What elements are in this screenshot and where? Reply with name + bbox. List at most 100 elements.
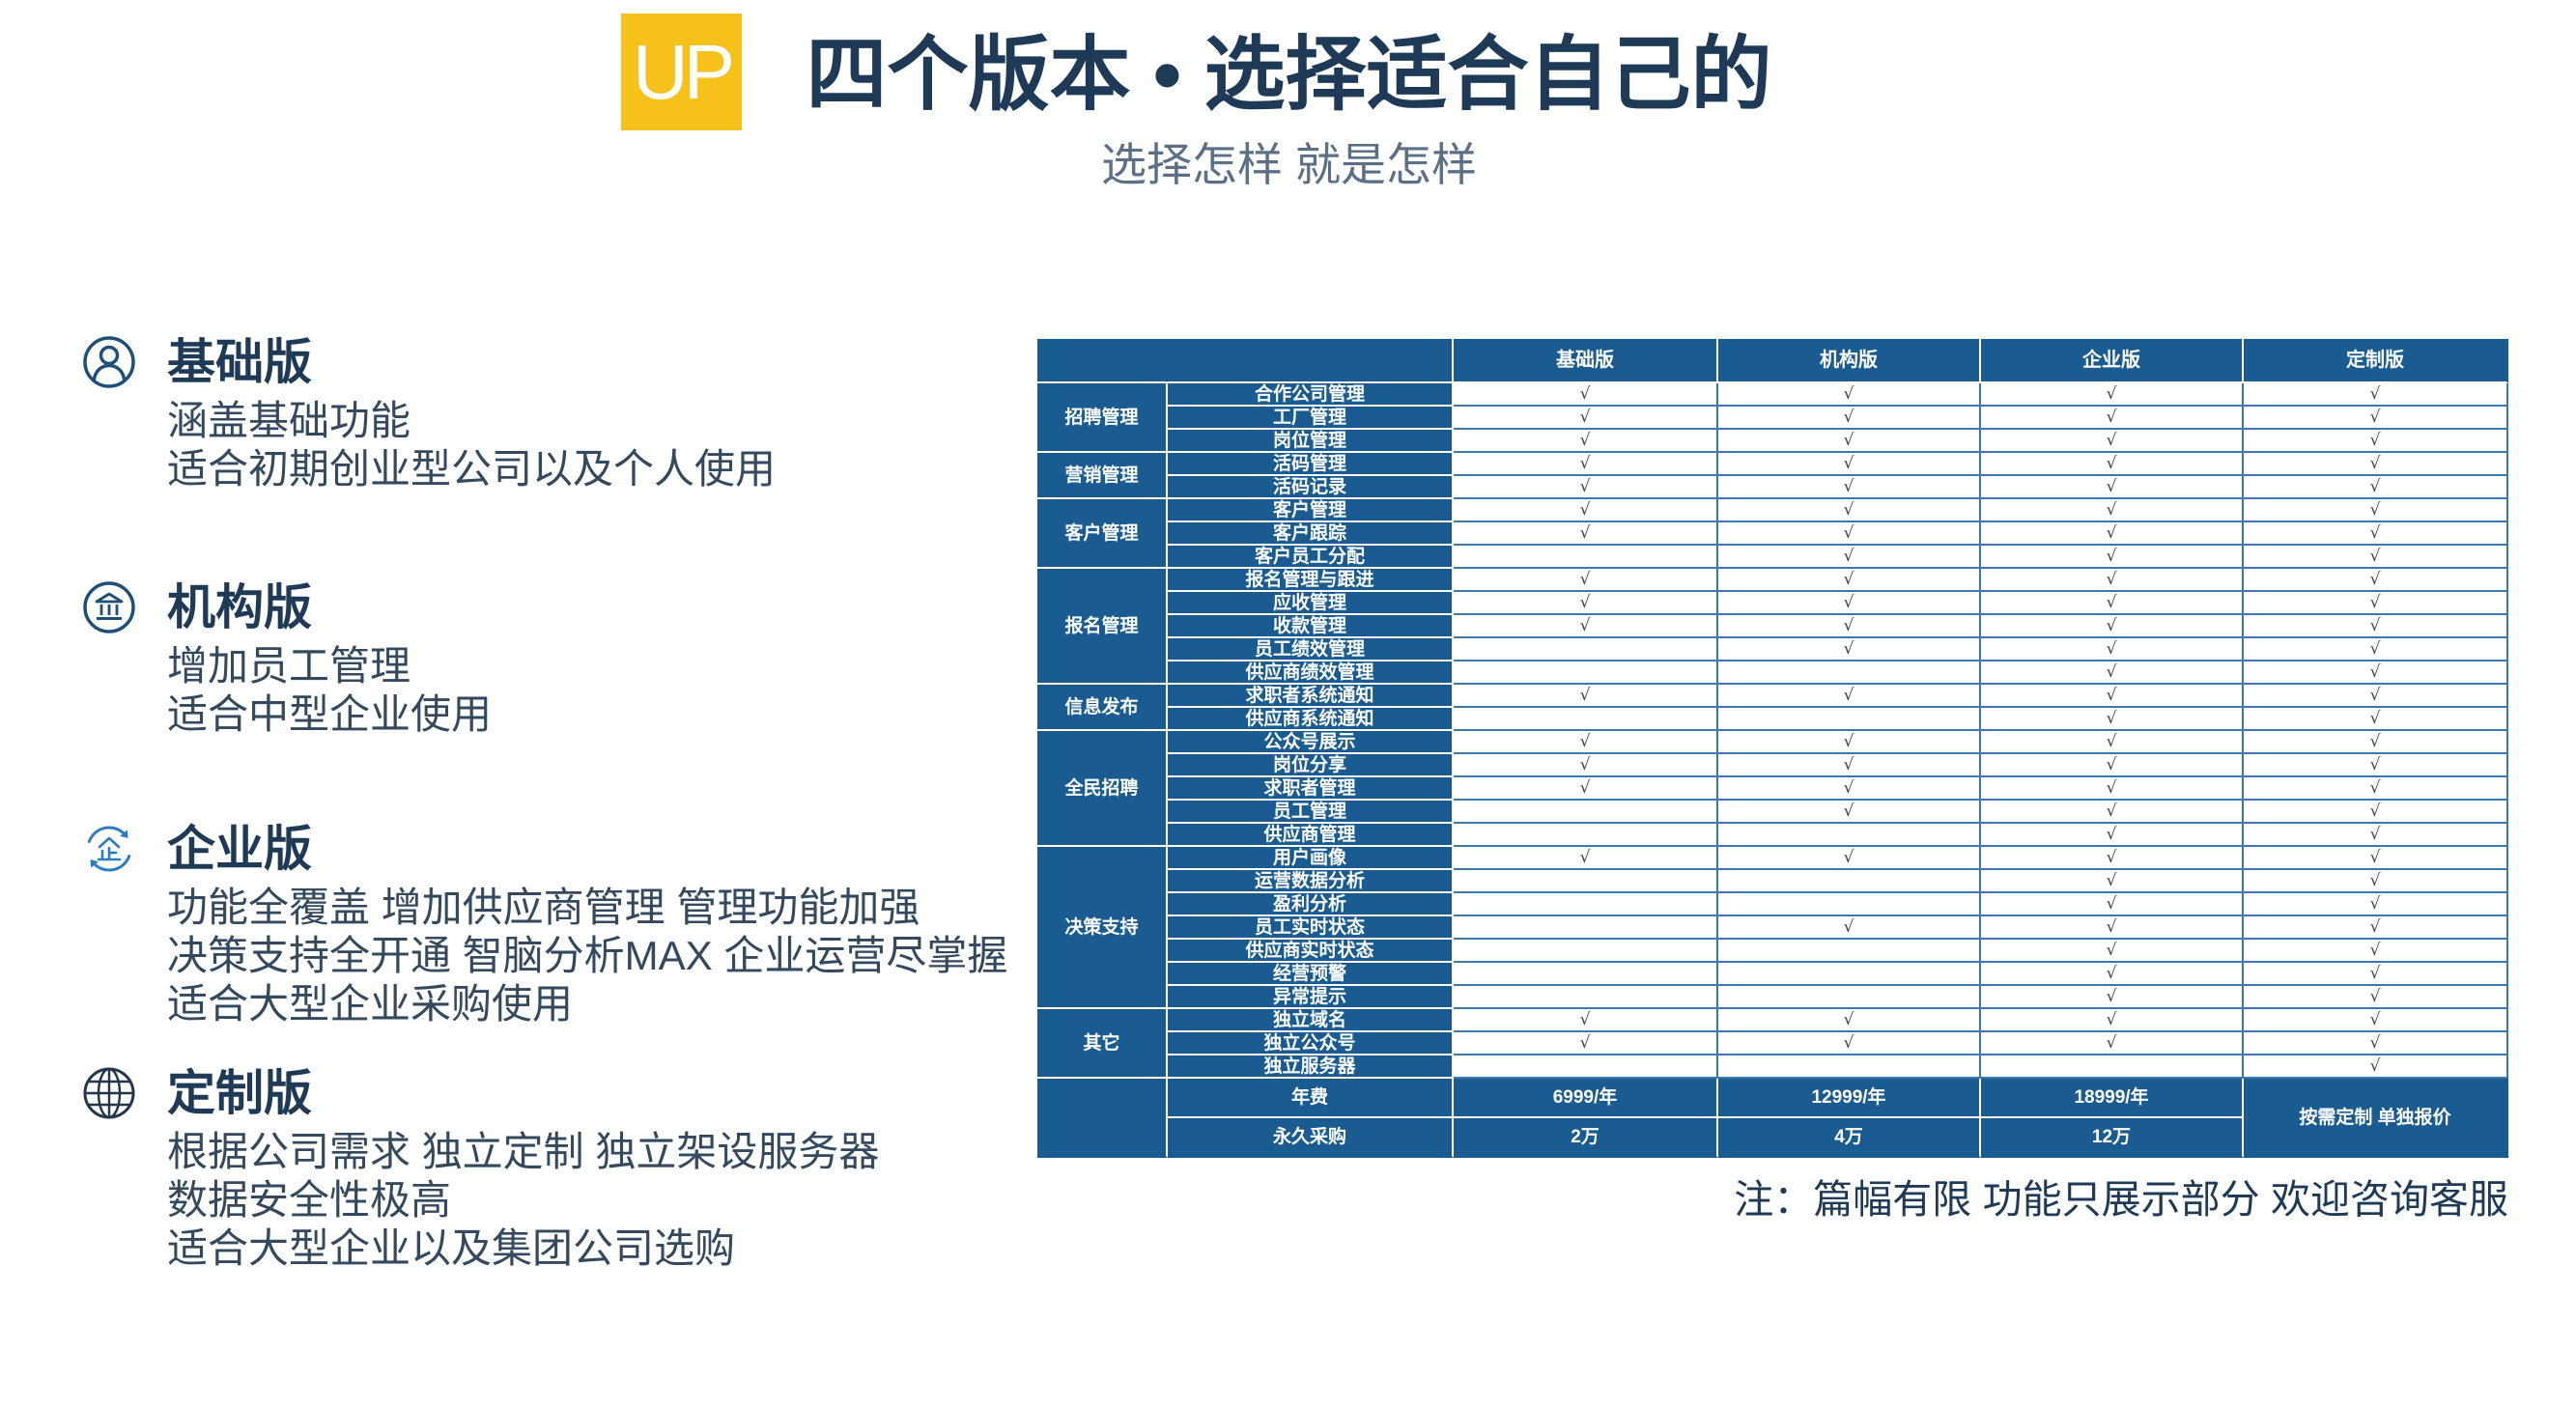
feature-name-cell: 经营预警 xyxy=(1168,963,1454,986)
check-mark-cell: √ xyxy=(1454,685,1718,708)
check-mark-cell: √ xyxy=(1454,407,1718,430)
check-mark-cell: √ xyxy=(1981,1032,2244,1055)
check-mark-cell: √ xyxy=(2244,685,2508,708)
check-mark-cell: √ xyxy=(1981,986,2244,1009)
globe-icon xyxy=(82,1066,136,1120)
empty-cell xyxy=(1454,963,1718,986)
edition-header: 机构版 xyxy=(1718,339,1981,383)
check-mark-cell: √ xyxy=(2244,847,2508,870)
feature-name-cell: 工厂管理 xyxy=(1168,407,1454,430)
check-mark-cell: √ xyxy=(1454,1009,1718,1032)
description-line: 适合大型企业采购使用 xyxy=(167,981,574,1027)
check-mark-cell: √ xyxy=(1718,731,1981,754)
check-mark-cell: √ xyxy=(2244,546,2508,569)
perpetual-purchase-value: 2万 xyxy=(1454,1118,1718,1158)
check-mark-cell: √ xyxy=(1981,407,2244,430)
empty-cell xyxy=(1718,1055,1981,1079)
description-line: 决策支持全开通 智脑分析MAX 企业运营尽掌握 xyxy=(167,933,1008,978)
check-mark-cell: √ xyxy=(1981,870,2244,893)
check-mark-cell: √ xyxy=(1981,430,2244,453)
check-mark-cell: √ xyxy=(1718,1032,1981,1055)
check-mark-cell: √ xyxy=(1981,569,2244,592)
check-mark-cell: √ xyxy=(2244,708,2508,731)
category-cell: 客户管理 xyxy=(1037,499,1168,569)
table-footnote: 注：篇幅有限 功能只展示部分 欢迎咨询客服 xyxy=(1734,1177,2508,1222)
check-mark-cell: √ xyxy=(2244,430,2508,453)
version-description: 增加员工管理 适合中型企业使用 xyxy=(167,642,492,739)
institution-icon xyxy=(82,580,136,634)
check-mark-cell: √ xyxy=(2244,615,2508,638)
empty-cell xyxy=(1718,708,1981,731)
check-mark-cell: √ xyxy=(2244,754,2508,777)
check-mark-cell: √ xyxy=(1981,801,2244,824)
check-mark-cell: √ xyxy=(1454,569,1718,592)
check-mark-cell: √ xyxy=(1981,383,2244,407)
version-description: 涵盖基础功能 适合初期创业型公司以及个人使用 xyxy=(167,397,776,493)
feature-name-cell: 活码管理 xyxy=(1168,453,1454,476)
check-mark-cell: √ xyxy=(2244,476,2508,499)
version-description: 根据公司需求 独立定制 独立架设服务器 数据安全性极高 适合大型企业以及集团公司… xyxy=(167,1128,879,1273)
check-mark-cell: √ xyxy=(2244,893,2508,916)
empty-cell xyxy=(1718,963,1981,986)
feature-name-cell: 员工管理 xyxy=(1168,801,1454,824)
check-mark-cell: √ xyxy=(2244,592,2508,615)
empty-cell xyxy=(1454,986,1718,1009)
check-mark-cell: √ xyxy=(1981,476,2244,499)
empty-cell xyxy=(1454,546,1718,569)
check-mark-cell: √ xyxy=(1718,569,1981,592)
empty-cell xyxy=(1454,893,1718,916)
check-mark-cell: √ xyxy=(1454,476,1718,499)
check-mark-cell: √ xyxy=(2244,638,2508,661)
check-mark-cell: √ xyxy=(1454,453,1718,476)
feature-name-cell: 活码记录 xyxy=(1168,476,1454,499)
feature-comparison-table: 基础版 机构版 企业版 定制版 招聘管理 合作公司管理 √ √ √ √ 工厂管理 √ √ √ √ 岗位管理 √ √… xyxy=(1037,339,2508,1158)
category-cell: 信息发布 xyxy=(1037,685,1168,731)
feature-name-cell: 用户画像 xyxy=(1168,847,1454,870)
check-mark-cell: √ xyxy=(2244,777,2508,801)
check-mark-cell: √ xyxy=(1981,824,2244,847)
check-mark-cell: √ xyxy=(1454,383,1718,407)
check-mark-cell: √ xyxy=(2244,383,2508,407)
check-mark-cell: √ xyxy=(1981,661,2244,685)
check-mark-cell: √ xyxy=(1981,638,2244,661)
description-line: 根据公司需求 独立定制 独立架设服务器 xyxy=(167,1129,880,1174)
check-mark-cell: √ xyxy=(2244,1009,2508,1032)
up-logo: UP xyxy=(621,14,742,130)
feature-name-cell: 供应商系统通知 xyxy=(1168,708,1454,731)
empty-cell xyxy=(1454,638,1718,661)
check-mark-cell: √ xyxy=(2244,940,2508,963)
check-mark-cell: √ xyxy=(1981,453,2244,476)
empty-cell xyxy=(1454,824,1718,847)
slide-title: 四个版本 • 选择适合自己的 xyxy=(806,29,1772,120)
description-line: 数据安全性极高 xyxy=(167,1177,452,1223)
check-mark-cell: √ xyxy=(1454,430,1718,453)
annual-fee-label: 年费 xyxy=(1168,1079,1454,1118)
check-mark-cell: √ xyxy=(1981,708,2244,731)
empty-cell xyxy=(1718,824,1981,847)
check-mark-cell: √ xyxy=(2244,522,2508,546)
feature-name-cell: 应收管理 xyxy=(1168,592,1454,615)
description-line: 功能全覆盖 增加供应商管理 管理功能加强 xyxy=(167,885,920,930)
feature-name-cell: 客户跟踪 xyxy=(1168,522,1454,546)
slide-subtitle: 选择怎样 就是怎样 xyxy=(1100,139,1478,190)
feature-name-cell: 公众号展示 xyxy=(1168,731,1454,754)
check-mark-cell: √ xyxy=(1454,731,1718,754)
user-circle-icon xyxy=(82,335,136,389)
check-mark-cell: √ xyxy=(2244,1032,2508,1055)
check-mark-cell: √ xyxy=(1718,685,1981,708)
check-mark-cell: √ xyxy=(1454,592,1718,615)
check-mark-cell: √ xyxy=(2244,870,2508,893)
pricing-corner-cell xyxy=(1037,1079,1168,1158)
feature-name-cell: 客户员工分配 xyxy=(1168,546,1454,569)
perpetual-purchase-value: 4万 xyxy=(1718,1118,1981,1158)
check-mark-cell: √ xyxy=(1454,777,1718,801)
check-mark-cell: √ xyxy=(1981,777,2244,801)
check-mark-cell: √ xyxy=(2244,824,2508,847)
check-mark-cell: √ xyxy=(1454,754,1718,777)
version-title: 企业版 xyxy=(167,822,312,876)
empty-cell xyxy=(1454,801,1718,824)
perpetual-purchase-value: 12万 xyxy=(1981,1118,2244,1158)
check-mark-cell: √ xyxy=(1981,940,2244,963)
check-mark-cell: √ xyxy=(1981,847,2244,870)
check-mark-cell: √ xyxy=(1454,499,1718,522)
